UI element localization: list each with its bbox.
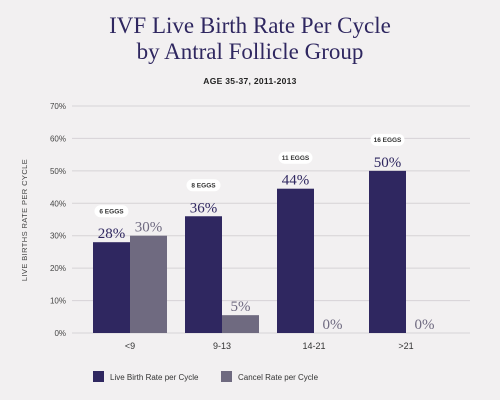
chart-subtitle: AGE 35-37, 2011-2013 [203, 76, 296, 86]
egg-count-text: 6 EGGS [99, 209, 124, 216]
data-label: 50% [374, 155, 402, 171]
x-tick-label: 9-13 [213, 341, 231, 351]
y-tick-labels: 0% 10% 20% 30% 40% 50% 60% 70% [50, 102, 66, 338]
bar-cancel-rate [222, 315, 259, 333]
chart-title-line-2: by Antral Follicle Group [137, 39, 364, 64]
bar-live-birth-rate [185, 216, 222, 333]
bars [93, 170, 406, 333]
data-label: 30% [135, 220, 163, 236]
y-axis-label: LIVE BIRTHS RATE PER CYCLE [20, 159, 29, 281]
data-label: 5% [231, 299, 251, 315]
data-label: 0% [415, 317, 435, 333]
egg-count-badge [370, 133, 405, 146]
data-label: 36% [190, 200, 218, 216]
chart-title-line-1: IVF Live Birth Rate Per Cycle [109, 13, 391, 38]
x-tick-labels: <9 9-13 14-21 >21 [125, 341, 414, 351]
bar-live-birth-rate [277, 188, 314, 333]
legend-label: Live Birth Rate per Cycle [110, 373, 199, 382]
y-tick-label: 70% [50, 102, 66, 111]
egg-count-badge [94, 205, 129, 218]
legend-swatch [221, 371, 232, 382]
x-tick-label: 14-21 [302, 341, 325, 351]
egg-count-text: 8 EGGS [191, 183, 216, 190]
y-tick-label: 60% [50, 134, 66, 143]
value-labels: 28% 30% 6 EGGS 36% 5% 8 EGGS 44% 0% 11 EGGS 50% 0%… [94, 133, 435, 333]
y-tick-label: 40% [50, 199, 66, 208]
y-tick-label: 30% [50, 232, 66, 241]
y-tick-label: 10% [50, 297, 66, 306]
egg-count-text: 16 EGGS [374, 137, 402, 144]
y-tick-label: 20% [50, 264, 66, 273]
legend-label: Cancel Rate per Cycle [238, 373, 319, 382]
data-label: 0% [323, 317, 343, 333]
bar-cancel-rate [130, 235, 167, 333]
legend-swatch [93, 371, 104, 382]
y-tick-label: 0% [54, 329, 66, 338]
legend: Live Birth Rate per Cycle Cancel Rate per… [93, 371, 319, 382]
bar-live-birth-rate [93, 242, 130, 333]
y-tick-label: 50% [50, 167, 66, 176]
data-label: 28% [98, 226, 126, 242]
bar-live-birth-rate [369, 170, 406, 333]
egg-count-badge [186, 179, 221, 192]
x-tick-label: >21 [398, 341, 413, 351]
egg-count-text: 11 EGGS [282, 155, 310, 162]
x-tick-label: <9 [125, 341, 135, 351]
data-label: 44% [282, 173, 310, 189]
egg-count-badge [278, 151, 313, 164]
